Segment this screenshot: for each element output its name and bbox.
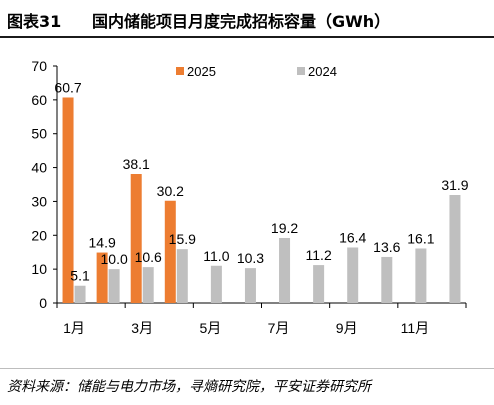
y-tick-label: 0	[39, 295, 47, 311]
y-tick-label: 40	[31, 160, 47, 176]
y-tick-label: 70	[31, 58, 47, 74]
data-labels: 60.7 14.9 38.1 30.2 5.1 10.0 10.6 15.9 11.0 10.3 1…	[54, 79, 468, 283]
x-tick-label: 5月	[199, 320, 221, 336]
legend-label-2024: 2024	[308, 64, 337, 79]
bar-2024-8月	[313, 265, 325, 303]
legend-swatch-2024	[297, 67, 305, 75]
bar-2024-2月	[108, 269, 120, 303]
figure-header: 图表31 国内储能项目月度完成招标容量（GWh）	[0, 0, 494, 36]
bar-2024-6月	[244, 268, 256, 303]
data-label-2025-1月: 60.7	[54, 79, 81, 95]
y-tick-label: 60	[31, 92, 47, 108]
x-tick-label: 9月	[336, 320, 358, 336]
source-divider	[0, 368, 494, 369]
data-label-2024-1月: 5.1	[70, 268, 90, 284]
source-note: 资料来源：储能与电力市场，寻熵研究院，平安证券研究所	[7, 379, 371, 395]
data-label-2024-9月: 16.4	[339, 229, 366, 245]
legend: 2025 2024	[176, 64, 337, 79]
chart-title: 国内储能项目月度完成招标容量（GWh）	[92, 12, 391, 31]
bar-chart: 0 10 20 30 40 50 60 70 1月 3月 5月 7月 9月 11月 60.7 14.9 38…	[31, 58, 468, 336]
bar-2024-1月	[74, 285, 86, 303]
x-axis: 1月 3月 5月 7月 9月 11月	[56, 302, 467, 336]
bar-2024-9月	[347, 247, 359, 303]
data-label-2024-4月: 15.9	[169, 231, 196, 247]
data-label-2024-5月: 11.0	[203, 248, 229, 264]
bar-2024-11月	[415, 248, 427, 303]
y-axis: 0 10 20 30 40 50 60 70	[31, 58, 58, 311]
bar-2025-2月	[96, 252, 108, 303]
data-label-2024-10月: 13.6	[373, 239, 400, 255]
data-label-2025-3月: 38.1	[123, 156, 150, 172]
data-label-2024-11月: 16.1	[407, 230, 434, 246]
legend-label-2025: 2025	[187, 64, 216, 79]
bar-2024-3月	[142, 267, 154, 303]
bar-2025-3月	[130, 174, 142, 303]
y-tick-label: 10	[31, 261, 47, 277]
data-label-2025-4月: 30.2	[157, 183, 184, 199]
header-divider	[0, 36, 494, 38]
bar-2024-10月	[381, 256, 393, 303]
data-label-2025-2月: 14.9	[89, 235, 116, 251]
bar-2024-4月	[176, 249, 188, 303]
data-label-2024-2月: 10.0	[101, 251, 128, 267]
bar-2025-1月	[62, 97, 74, 303]
data-label-2024-7月: 19.2	[271, 220, 298, 236]
x-tick-label: 7月	[268, 320, 290, 336]
bars	[62, 97, 461, 303]
bar-2024-7月	[279, 237, 291, 303]
x-tick-label: 1月	[63, 320, 85, 336]
data-label-2024-6月: 10.3	[237, 250, 264, 266]
data-label-2024-12月: 31.9	[441, 177, 468, 193]
y-tick-label: 30	[31, 193, 47, 209]
bar-2024-12月	[449, 194, 461, 303]
legend-swatch-2025	[176, 67, 184, 75]
bar-2024-5月	[210, 265, 222, 303]
x-tick-label: 3月	[131, 320, 153, 336]
data-label-2024-8月: 11.2	[306, 247, 332, 263]
figure-label: 图表31	[7, 12, 62, 31]
x-tick-label: 11月	[401, 320, 430, 336]
y-tick-label: 50	[31, 126, 47, 142]
bar-2025-4月	[164, 200, 176, 303]
data-label-2024-3月: 10.6	[135, 249, 162, 265]
y-tick-label: 20	[31, 227, 47, 243]
